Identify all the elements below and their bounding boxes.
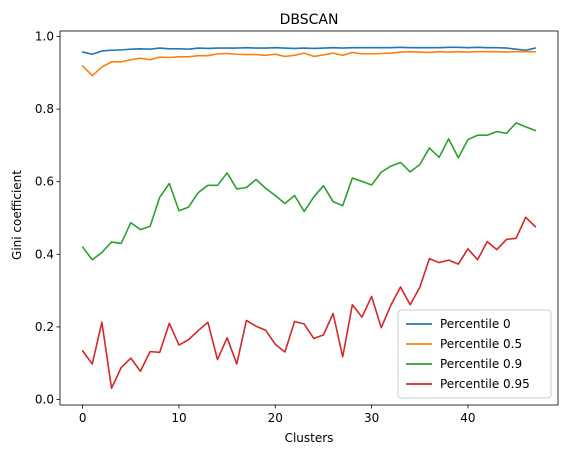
series-line-3 <box>81 216 537 390</box>
series-lines <box>81 46 537 390</box>
x-tick-label: 20 <box>268 411 283 425</box>
x-tick-label: 0 <box>79 411 87 425</box>
legend-entry: Percentile 0.95 <box>440 377 530 391</box>
y-axis-ticks: 0.0 0.2 0.4 0.6 0.8 1.0 <box>35 29 60 407</box>
y-tick-label: 0.6 <box>35 175 54 189</box>
y-axis-label: Gini coefficient <box>10 170 24 260</box>
x-tick-label: 10 <box>171 411 186 425</box>
x-tick-label: 30 <box>364 411 379 425</box>
x-axis-label: Clusters <box>285 431 334 445</box>
x-tick-label: 40 <box>460 411 475 425</box>
plot-area <box>59 30 559 406</box>
x-axis-ticks: 0 10 20 30 40 <box>79 405 476 425</box>
series-line-1 <box>81 50 537 77</box>
series-line-2 <box>81 122 537 261</box>
chart-title: DBSCAN <box>280 12 339 28</box>
y-tick-label: 0.4 <box>35 247 54 261</box>
y-tick-label: 1.0 <box>35 29 54 43</box>
series-line-0 <box>81 46 537 56</box>
legend-entry: Percentile 0.5 <box>440 337 522 351</box>
legend-entry: Percentile 0 <box>440 317 511 331</box>
y-tick-label: 0.2 <box>35 320 54 334</box>
y-tick-label: 0.8 <box>35 102 54 116</box>
plot-frame <box>59 30 559 406</box>
y-tick-label: 0.0 <box>35 393 54 407</box>
legend: Percentile 0 Percentile 0.5 Percentile 0.9… <box>397 309 552 399</box>
legend-box <box>397 309 552 399</box>
legend-entry: Percentile 0.9 <box>440 357 522 371</box>
